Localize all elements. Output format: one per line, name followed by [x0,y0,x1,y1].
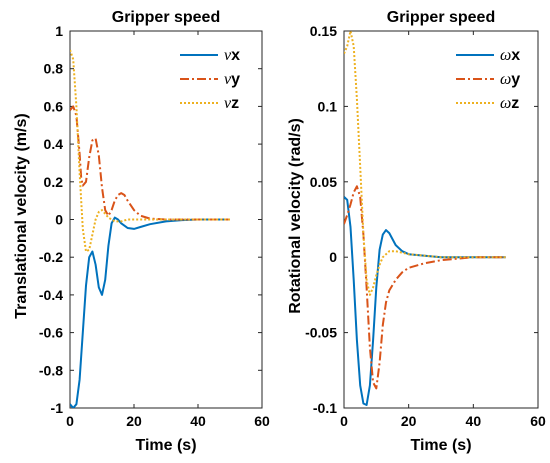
legend-entry: ωz [500,95,519,112]
series-line-ωy [344,185,506,390]
series-line-νz [70,49,230,253]
series-line-ωz [344,31,506,296]
y-tick-label: -0.4 [39,287,63,303]
series-line-νy [70,105,230,221]
chart-panel-rotational: Gripper speed Rotational velocity (rad/s… [287,9,546,454]
axes-box [343,30,539,409]
y-tick-label: -1 [51,400,64,416]
y-tick-label: -0.6 [39,325,63,341]
y-tick-label: 0.05 [310,174,337,190]
x-tick-label: 60 [254,413,270,429]
y-tick-label: 0.8 [44,61,64,77]
y-tick-label: 0.4 [44,136,64,152]
y-tick-label: 0 [55,212,63,228]
x-tick-label: 20 [401,413,417,429]
chart-title: Gripper speed [112,9,220,26]
y-tick-label: -0.8 [39,362,63,378]
y-tick-label: 0.6 [44,98,64,114]
x-axis-label: Time (s) [410,437,471,454]
x-tick-label: 20 [126,413,142,429]
y-tick-label: -0.1 [313,400,337,416]
legend-entry: ωy [500,71,520,88]
chart-panel-translational: Gripper speed Translational velocity (m/… [13,9,270,454]
x-axis-label: Time (s) [135,437,196,454]
plot-area: -0.1 -0.05 0 0.05 0.1 0.15 0 20 40 60 ωx ωy ωz [305,23,546,429]
y-tick-label: -0.2 [39,249,63,265]
chart-title: Gripper speed [387,9,495,26]
legend-entry: νz [224,95,239,112]
y-tick-label: 1 [55,23,63,39]
y-tick-label: 0.2 [44,174,64,190]
y-tick-label: -0.05 [305,325,337,341]
y-tick-label: 0.15 [310,23,337,39]
legend-entry: νx [224,47,240,64]
y-tick-label: 0.1 [318,98,338,114]
series-line-νx [70,216,230,408]
x-tick-label: 0 [66,413,74,429]
x-tick-label: 40 [466,413,482,429]
y-axis-label: Translational velocity (m/s) [13,113,30,318]
x-tick-label: 40 [190,413,206,429]
y-tick-label: 0 [329,249,337,265]
x-tick-label: 0 [340,413,348,429]
plot-area: -1 -0.8 -0.6 -0.4 -0.2 0 0.2 0.4 0.6 0.8 1 0 20 40 60 ν… [39,23,270,429]
x-tick-label: 60 [530,413,546,429]
legend-entry: νy [224,71,240,88]
legend-entry: ωx [500,47,520,64]
y-axis-label: Rotational velocity (rad/s) [287,118,304,314]
